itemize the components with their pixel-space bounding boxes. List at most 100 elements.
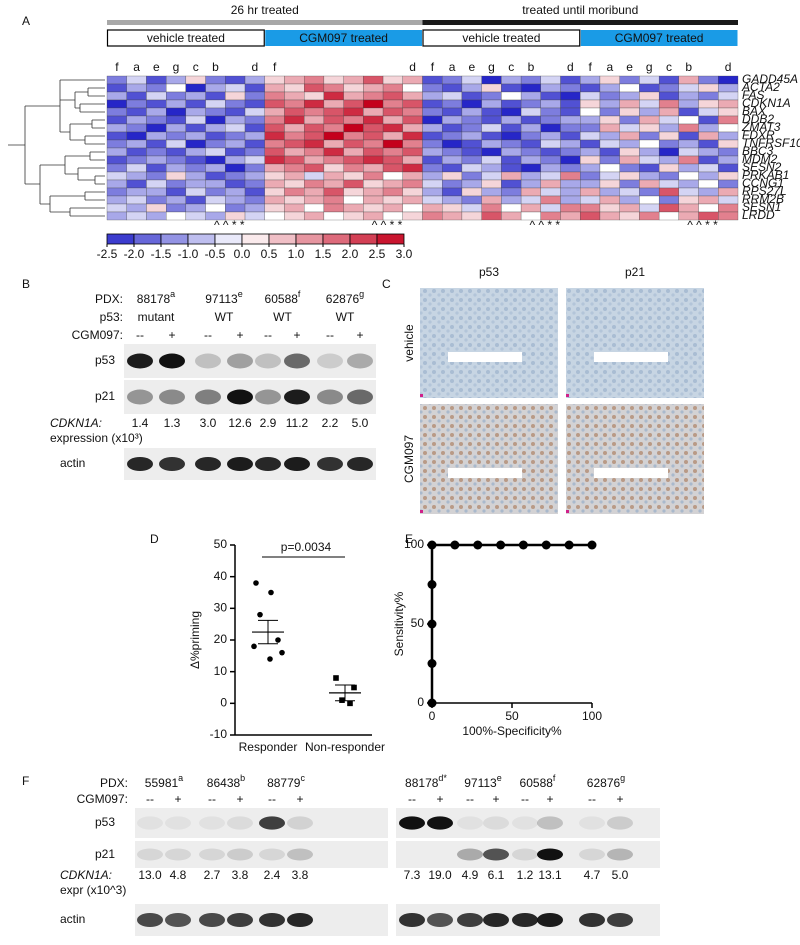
band [607,848,633,861]
heatmap-cell [363,91,384,101]
heatmap-cell [698,115,719,125]
colorbar-swatch [133,233,162,245]
heatmap-cell [422,203,443,213]
heatmap-cell [264,75,285,85]
heatmap-cell [698,83,719,93]
heatmap-cell [382,179,403,189]
expression-value: 6.1 [488,868,505,882]
band [512,848,538,861]
band [579,912,605,928]
band [537,816,563,830]
column-label: f [273,60,277,74]
band [227,389,253,405]
heatmap-cell [304,187,325,197]
heatmap-cell [698,75,719,85]
heatmap-cell [185,163,206,173]
heatmap-cell [580,187,601,197]
heatmap-cell [363,147,384,157]
ihc-image [566,288,704,398]
heatmap-cell [106,171,127,181]
heatmap-cell [363,203,384,213]
heatmap-cell [146,139,167,149]
heatmap-cell [244,75,265,85]
heatmap-cell [166,171,187,181]
heatmap-cell [718,187,739,197]
heatmap-cell [402,99,423,109]
point [251,643,257,650]
heatmap-cell [442,187,463,197]
column-label: d [567,60,574,74]
heatmap-cell [560,211,581,221]
heatmap-cell [323,203,344,213]
band [195,389,221,405]
heatmap-cell [304,203,325,213]
heatmap-cell [639,171,660,181]
heatmap-cell [422,75,443,85]
band [284,353,310,369]
heatmap-cell [363,99,384,109]
band [317,456,343,472]
pdx-note: g [620,773,625,783]
heatmap-cell [658,139,679,149]
heatmap-cell [363,171,384,181]
heatmap-cell [402,91,423,101]
heatmap-cell [402,195,423,205]
heatmap-cell [461,123,482,133]
gene-label: BBC3 [742,144,774,158]
heatmap-cell [225,155,246,165]
heatmap-cell [481,123,502,133]
y-tick-label: 10 [214,664,228,678]
gene-label: LRDD [742,208,775,222]
expression-value: 3.0 [200,416,217,430]
scale-bar [448,468,522,478]
heatmap-cell [304,155,325,165]
row-label: p53: [100,310,123,324]
heatmap-cell [718,179,739,189]
heatmap-cell [639,99,660,109]
heatmap-cell [698,139,719,149]
heatmap-cell [619,163,640,173]
heatmap-cell [698,123,719,133]
band [159,353,185,369]
band [483,848,509,861]
heatmap-cell [363,163,384,173]
heatmap-cell [343,131,364,141]
heatmap-cell [146,91,167,101]
band [483,912,509,928]
heatmap-cell [106,211,127,221]
heatmap-cell [678,139,699,149]
band [483,816,509,830]
heatmap-cell [481,211,502,221]
heatmap-cell [284,123,305,133]
heatmap-cell [442,195,463,205]
gene-label: FAS [742,88,764,102]
heatmap-cell [580,203,601,213]
band [579,816,605,830]
pdx-note: e [497,773,502,783]
blot-p21 [396,841,660,868]
point [518,540,528,550]
heatmap-cell [422,131,443,141]
heatmap-cell [264,171,285,181]
heatmap-cell [205,195,226,205]
heatmap-cell [718,123,739,133]
heatmap-cell [540,147,561,157]
heatmap-cell [166,155,187,165]
heatmap-cell [599,83,620,93]
expression-unit: expression (x10³) [50,431,143,445]
expression-value: 2.9 [260,416,277,430]
heatmap-cell [540,123,561,133]
heatmap-cell [185,115,206,125]
treatment: + [492,792,499,806]
heatmap-cell [560,195,581,205]
heatmap-cell [639,107,660,117]
heatmap-cell [442,83,463,93]
heatmap-cell [580,147,601,157]
column-label: a [449,60,456,74]
heatmap-cell [205,99,226,109]
y-axis-label: Sensitivity% [392,591,406,656]
heatmap-cell [501,123,522,133]
band [427,816,453,830]
heatmap-cell [363,179,384,189]
heatmap-cell [284,203,305,213]
